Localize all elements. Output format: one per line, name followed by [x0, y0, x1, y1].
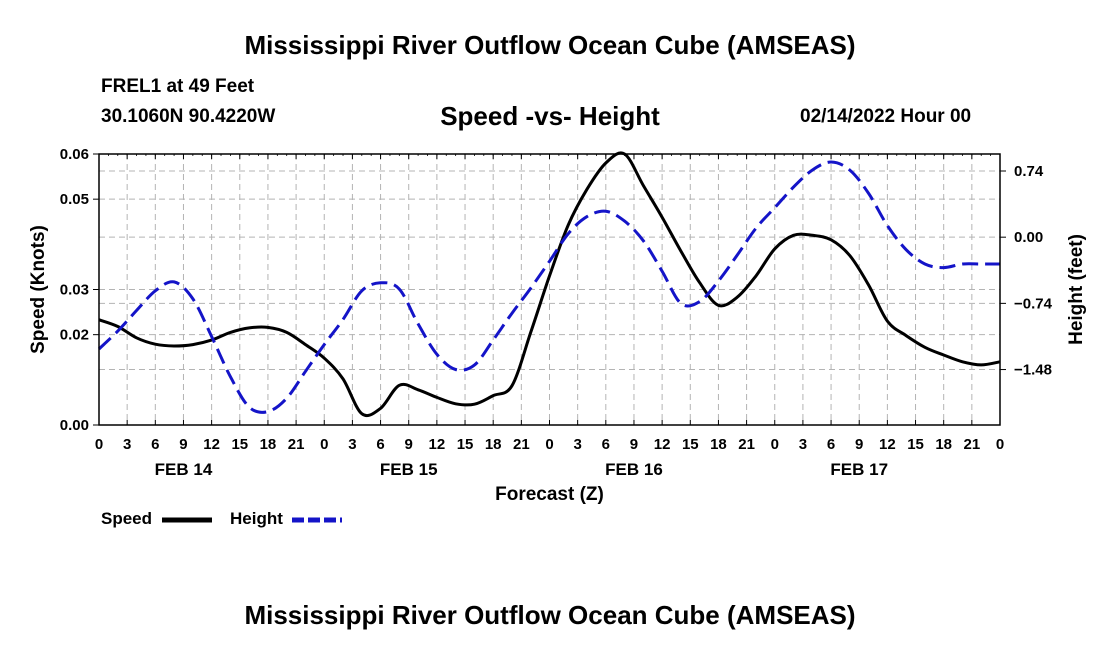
- x-tick-label: 15: [457, 436, 474, 453]
- day-label: FEB 14: [155, 460, 213, 479]
- x-tick-label: 0: [545, 436, 553, 453]
- x-tick-label: 9: [405, 436, 413, 453]
- legend-height-swatch: [292, 517, 342, 523]
- x-tick-label: 9: [630, 436, 638, 453]
- grid: [99, 154, 1000, 425]
- x-tick-label: 9: [855, 436, 863, 453]
- y-tick-label: 0.06: [60, 146, 89, 163]
- x-tick-label: 3: [799, 436, 807, 453]
- y-axis-title: Speed (Knots): [28, 225, 49, 354]
- series-line-speed: [98, 151, 1001, 418]
- x-tick-label: 12: [654, 436, 671, 453]
- x-tick-label: 21: [964, 436, 981, 453]
- y-tick-label: 0.00: [60, 417, 89, 434]
- x-tick-label: 3: [348, 436, 356, 453]
- y2-tick-label: 0.74: [1014, 163, 1044, 180]
- legend-height-label: Height: [230, 509, 283, 528]
- x-tick-label: 0: [996, 436, 1004, 453]
- x-tick-label: 0: [95, 436, 103, 453]
- y2-axis-title: Height (feet): [1066, 234, 1087, 345]
- date-label: 02/14/2022 Hour 00: [800, 106, 972, 127]
- y2-tick-label: −1.48: [1014, 362, 1052, 379]
- x-tick-label: 18: [935, 436, 952, 453]
- station-label: FREL1 at 49 Feet: [101, 76, 255, 97]
- x-tick-label: 18: [710, 436, 727, 453]
- x-tick-label: 3: [573, 436, 581, 453]
- series-line-height: [97, 160, 1000, 414]
- day-label: FEB 16: [605, 460, 663, 479]
- x-tick-label: 15: [682, 436, 699, 453]
- x-tick-label: 6: [602, 436, 610, 453]
- x-tick-label: 3: [123, 436, 131, 453]
- y-tick-label: 0.02: [60, 327, 89, 344]
- x-tick-label: 15: [907, 436, 924, 453]
- x-tick-label: 0: [771, 436, 779, 453]
- x-tick-label: 15: [231, 436, 248, 453]
- x-tick-label: 9: [179, 436, 187, 453]
- day-label: FEB 15: [380, 460, 438, 479]
- y2-tick-label: −0.74: [1014, 295, 1053, 312]
- x-tick-label: 21: [288, 436, 305, 453]
- legend-speed: Speed: [101, 509, 152, 529]
- legend-height: Height: [230, 509, 283, 529]
- x-tick-label: 12: [429, 436, 446, 453]
- x-tick-label: 21: [738, 436, 755, 453]
- coordinates-label: 30.1060N 90.4220W: [101, 106, 276, 127]
- y2-tick-label: 0.00: [1014, 229, 1043, 246]
- x-tick-label: 18: [485, 436, 502, 453]
- axes: 0 3 6 9 12 15 18 21 0 3 6 9 12 15 18 21 0 3 6 9 12 15 18 21 0 3 6 9…: [28, 146, 1087, 505]
- x-tick-label: 6: [151, 436, 159, 453]
- x-axis-title: Forecast (Z): [495, 484, 604, 505]
- legend-speed-label: Speed: [101, 509, 153, 528]
- x-tick-label: 21: [513, 436, 530, 453]
- chart-title: Speed -vs- Height: [440, 101, 660, 131]
- y-tick-label: 0.05: [60, 191, 89, 208]
- x-tick-label: 18: [260, 436, 277, 453]
- main-title: Mississippi River Outflow Ocean Cube (AM…: [244, 30, 856, 60]
- x-tick-label: 12: [203, 436, 220, 453]
- x-tick-label: 6: [376, 436, 384, 453]
- x-tick-label: 0: [320, 436, 328, 453]
- x-tick-label: 6: [827, 436, 835, 453]
- x-tick-label: 12: [879, 436, 896, 453]
- y-tick-label: 0.03: [60, 282, 89, 299]
- legend-speed-swatch: [162, 517, 212, 523]
- series-layer: [97, 151, 1001, 418]
- bottom-title: Mississippi River Outflow Ocean Cube (AM…: [244, 600, 856, 630]
- day-label: FEB 17: [830, 460, 888, 479]
